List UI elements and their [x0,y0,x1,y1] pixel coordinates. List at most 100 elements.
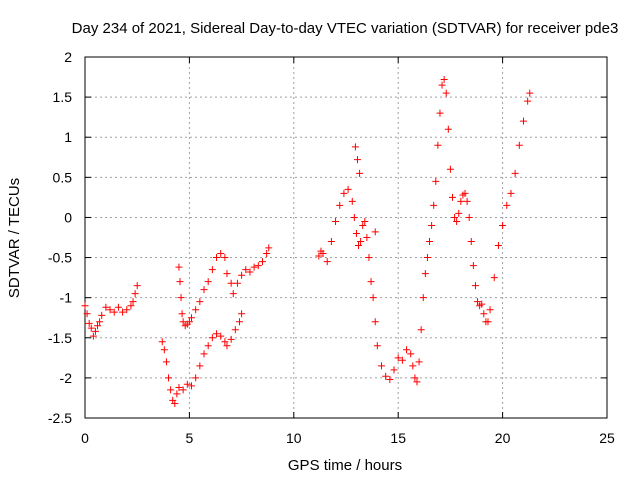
data-point [327,238,335,246]
data-point [419,294,427,302]
data-point [160,346,168,354]
data-point [365,254,373,262]
y-tick-label: 0 [64,209,72,225]
data-point [102,303,110,311]
data-point [444,125,452,133]
data-point [359,221,367,229]
data-point [192,306,200,314]
data-point [187,314,195,322]
data-point [217,250,225,258]
data-point [185,318,193,326]
data-point [187,382,195,390]
data-point [371,228,379,236]
series-track-c [175,244,273,330]
series-track-a [81,282,141,340]
data-point [526,89,534,97]
y-tick-label: -2.5 [48,410,72,426]
data-point [179,386,187,394]
data-point [177,294,185,302]
data-point [398,356,406,364]
data-point [176,278,184,286]
data-point [175,263,183,271]
x-tick-label: 20 [495,430,511,446]
x-tick-label: 5 [186,430,194,446]
data-point [98,311,106,319]
x-tick-label: 25 [599,430,615,446]
y-tick-label: 2 [64,49,72,65]
data-point [87,324,95,332]
data-point [438,81,446,89]
data-point [348,197,356,205]
y-tick-label: 1.5 [53,89,73,105]
data-point [486,306,494,314]
data-point [229,290,237,298]
data-point [208,334,216,342]
data-point [499,221,507,229]
data-point [519,117,527,125]
data-point [81,302,89,310]
data-point [227,335,235,343]
data-point [236,318,244,326]
data-point [221,338,229,346]
data-point [208,266,216,274]
data-point [415,358,423,366]
data-point [175,384,183,392]
data-point [494,242,502,250]
data-point [503,201,511,209]
data-point [158,338,166,346]
data-point [373,342,381,350]
data-point [453,217,461,225]
data-point [213,254,221,262]
data-point [167,386,175,394]
data-point [382,372,390,380]
data-point [407,350,415,358]
data-point [455,209,463,217]
data-point [319,250,327,258]
series-track-d [315,75,534,386]
data-point [484,318,492,326]
data-point [474,298,482,306]
data-point [114,303,122,311]
data-point [196,298,204,306]
data-point [89,332,97,340]
data-point [511,169,519,177]
axis-ticks [84,56,608,419]
data-point [204,278,212,286]
grid-lines [85,57,607,418]
data-point [265,244,273,252]
data-point [332,217,340,225]
data-point [85,319,93,327]
x-tick-labels: 0 5 10 15 20 25 [81,430,615,446]
data-point [223,270,231,278]
data-point [363,234,371,241]
data-point [323,258,331,266]
data-point [344,185,352,193]
data-point [515,141,523,149]
data-point [467,238,475,246]
data-point [179,318,187,326]
data-point [131,290,139,298]
plot-frame [84,56,608,419]
data-point [350,213,358,221]
data-point [428,221,436,229]
data-point [463,197,471,205]
data-point [377,362,385,370]
data-point [355,242,363,250]
data-point [315,252,323,260]
data-point [94,322,102,330]
data-point [231,326,239,334]
data-point [227,279,235,287]
data-point [83,310,91,318]
data-point [423,254,431,262]
data-point [390,366,398,374]
data-point [426,238,434,246]
data-point [507,189,515,197]
data-point [340,189,348,197]
data-point [411,374,419,382]
data-points [81,75,534,408]
data-point [367,278,375,286]
data-point [403,346,411,354]
series-track-b [158,310,246,408]
data-point [246,268,254,276]
